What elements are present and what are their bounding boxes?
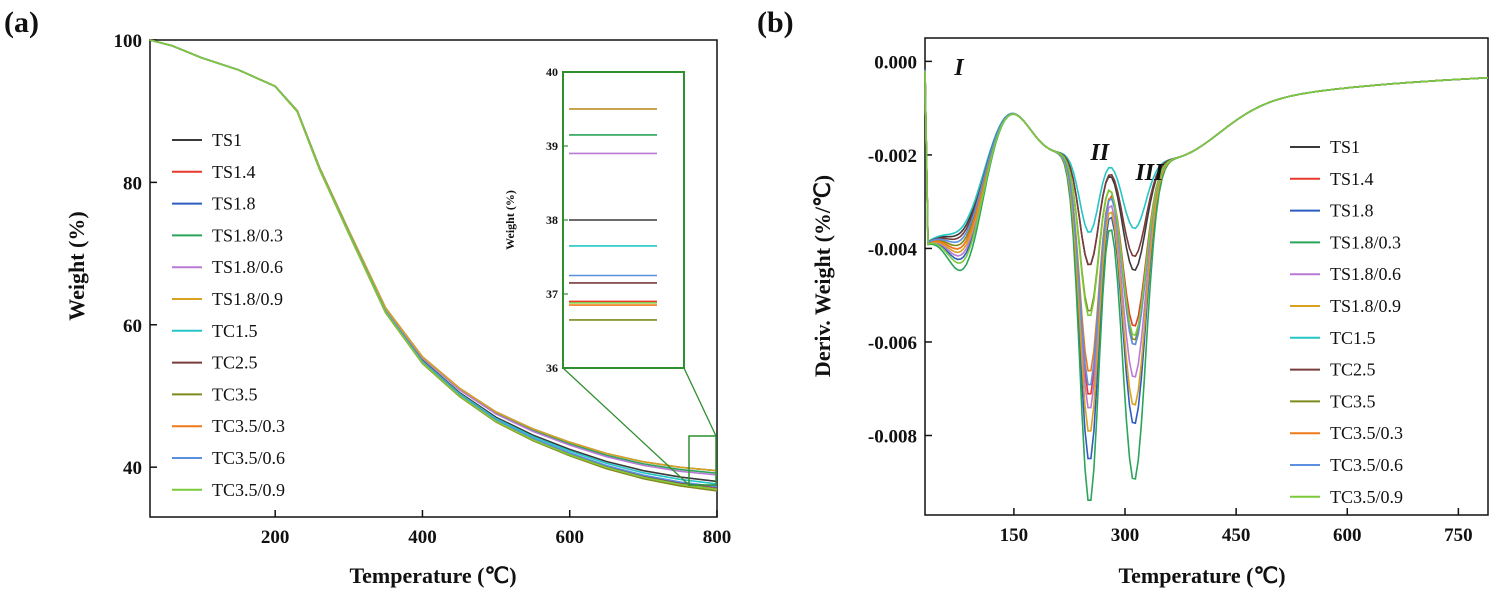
chart-a-inset-y-tick-label: 40	[546, 65, 558, 79]
chart-a-legend-label: TC3.5/0.9	[212, 480, 285, 500]
chart-b-legend-label: TC3.5/0.9	[1330, 487, 1403, 507]
chart-b-y-tick-label: -0.004	[868, 239, 918, 260]
chart-a-zoom-box	[688, 435, 717, 486]
chart-a-x-tick-label: 800	[703, 527, 732, 548]
chart-b-legend-label: TC3.5/0.3	[1330, 423, 1403, 443]
chart-b-series-line	[924, 69, 1489, 272]
chart-b-series-line	[924, 70, 1489, 460]
chart-b: 150 300 450 600 750 0.000 -0.002 -0.004 -0.006 -0…	[868, 37, 1489, 546]
chart-a-series-line	[149, 39, 718, 491]
chart-b-legend-label: TS1.4	[1330, 169, 1374, 189]
chart-a-plot-frame	[149, 39, 718, 518]
chart-a-y-axis-title: Weight (%)	[64, 211, 89, 320]
chart-b-series-line	[924, 69, 1489, 266]
chart-a-inset-y-tick-label: 37	[546, 287, 558, 301]
chart-b-legend-label: TS1.8/0.3	[1330, 232, 1401, 252]
chart-a: 200 400 600 800 40 60 80 100 TS1 TS1.4 TS1.8 TS1.8/…	[114, 31, 732, 548]
chart-a-legend-label: TC3.5/0.3	[212, 416, 285, 436]
chart-b-legend-label: TC3.5	[1330, 391, 1376, 411]
chart-a-inset-y-tick-label: 39	[546, 139, 558, 153]
chart-b-series-line	[924, 70, 1489, 337]
chart-b-series-line	[924, 69, 1489, 244]
chart-a-x-tick-label: 600	[555, 527, 584, 548]
chart-b-x-tick-label: 600	[1333, 525, 1362, 546]
chart-a-legend-label: TC2.5	[212, 353, 258, 373]
chart-a-legend-label: TS1	[212, 130, 242, 150]
chart-a-legend-label: TC3.5	[212, 384, 258, 404]
chart-b-legend-label: TS1.8	[1330, 201, 1374, 221]
chart-a-y-tick-label: 60	[123, 316, 142, 337]
chart-b-series-line	[924, 70, 1489, 409]
chart-a-legend-label: TS1.8/0.9	[212, 289, 283, 309]
chart-a-inset-y-axis-title: Weight (%)	[503, 190, 517, 250]
chart-b-y-tick-label: -0.002	[868, 146, 917, 167]
chart-b-y-tick-label: -0.008	[868, 427, 917, 448]
chart-b-legend-label: TC1.5	[1330, 328, 1376, 348]
chart-a-legend-label: TC3.5/0.6	[212, 448, 285, 468]
chart-a-y-tick-label: 100	[114, 31, 143, 52]
chart-b-legend-label: TS1.8/0.6	[1330, 264, 1401, 284]
chart-b-series-line	[924, 69, 1489, 386]
panel-b-label: (b)	[757, 6, 794, 39]
chart-b-series-line	[924, 70, 1489, 432]
chart-a-legend-label: TS1.4	[212, 162, 256, 182]
chart-a-legend-label: TS1.8	[212, 194, 256, 214]
chart-b-x-tick-label: 150	[1000, 525, 1029, 546]
chart-a-y-tick-label: 40	[123, 458, 142, 479]
chart-a-zoom-connector	[562, 367, 690, 486]
chart-b-legend-label: TC2.5	[1330, 360, 1376, 380]
chart-b-y-tick-label: 0.000	[874, 52, 917, 73]
chart-a-x-axis-title: Temperature (℃)	[349, 563, 516, 588]
chart-a-x-tick-label: 200	[261, 527, 290, 548]
chart-b-series-line	[924, 70, 1489, 395]
chart-b-series-line	[924, 70, 1489, 341]
chart-a-inset-y-tick-label: 36	[546, 361, 558, 375]
chart-a-x-tick-label: 400	[408, 527, 437, 548]
chart-a-legend-label: TC1.5	[212, 321, 258, 341]
chart-a-inset-y-tick-label: 38	[546, 213, 558, 227]
panel-a-label: (a)	[4, 6, 39, 39]
chart-a-y-tick-label: 80	[123, 173, 142, 194]
chart-b-legend-label: TS1.8/0.9	[1330, 296, 1401, 316]
chart-b-series-line	[924, 71, 1489, 502]
chart-b-x-tick-label: 300	[1111, 525, 1140, 546]
chart-b-y-tick-label: -0.006	[868, 333, 917, 354]
chart-b-x-axis-title: Temperature (℃)	[1118, 563, 1285, 588]
chart-b-region-label: II	[1089, 140, 1110, 166]
chart-b-region-label: I	[953, 55, 965, 81]
chart-b-y-axis-title: Deriv. Weight (%/℃)	[810, 175, 835, 377]
chart-b-region-label: III	[1134, 160, 1165, 186]
chart-b-x-tick-label: 450	[1222, 525, 1251, 546]
chart-a-legend-label: TS1.8/0.6	[212, 257, 283, 277]
chart-b-plot-frame	[924, 37, 1489, 516]
chart-b-legend-label: TS1	[1330, 137, 1360, 157]
chart-b-legend-label: TC3.5/0.6	[1330, 455, 1403, 475]
chart-a-legend-label: TS1.8/0.3	[212, 225, 283, 245]
chart-b-x-tick-label: 750	[1444, 525, 1473, 546]
chart-a-zoom-connector	[683, 367, 717, 437]
